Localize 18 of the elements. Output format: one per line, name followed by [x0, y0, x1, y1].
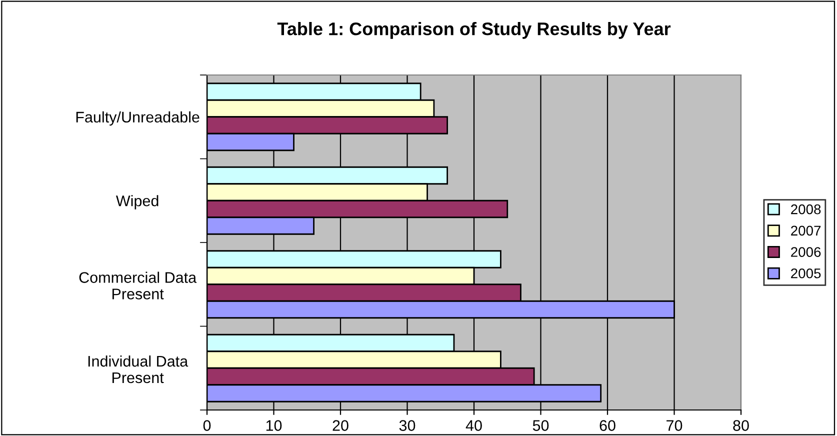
legend-label: 2008 [791, 204, 821, 214]
x-tick-label: 0 [203, 420, 211, 431]
y-tick-label: Individual Data Present [88, 355, 188, 384]
x-tick-label: 30 [399, 420, 416, 431]
y-tick-label: Wiped [116, 195, 158, 210]
y-tick-label: Commercial Data Present [79, 272, 197, 300]
y-tick-label: Faulty/Unreadable [76, 111, 200, 126]
legend-label: 2005 [791, 268, 821, 278]
x-tick-label: 50 [532, 420, 549, 431]
x-tick-label: 10 [266, 420, 282, 431]
chart-title: Table 1: Comparison of Study Results by Year [277, 22, 671, 39]
x-tick-label: 20 [332, 420, 348, 431]
x-tick-label: 80 [733, 420, 749, 431]
x-tick-label: 40 [466, 420, 482, 431]
legend-label: 2007 [791, 226, 821, 236]
x-tick-label: 70 [666, 420, 682, 431]
x-tick-label: 60 [600, 420, 616, 431]
legend-label: 2006 [791, 247, 821, 257]
